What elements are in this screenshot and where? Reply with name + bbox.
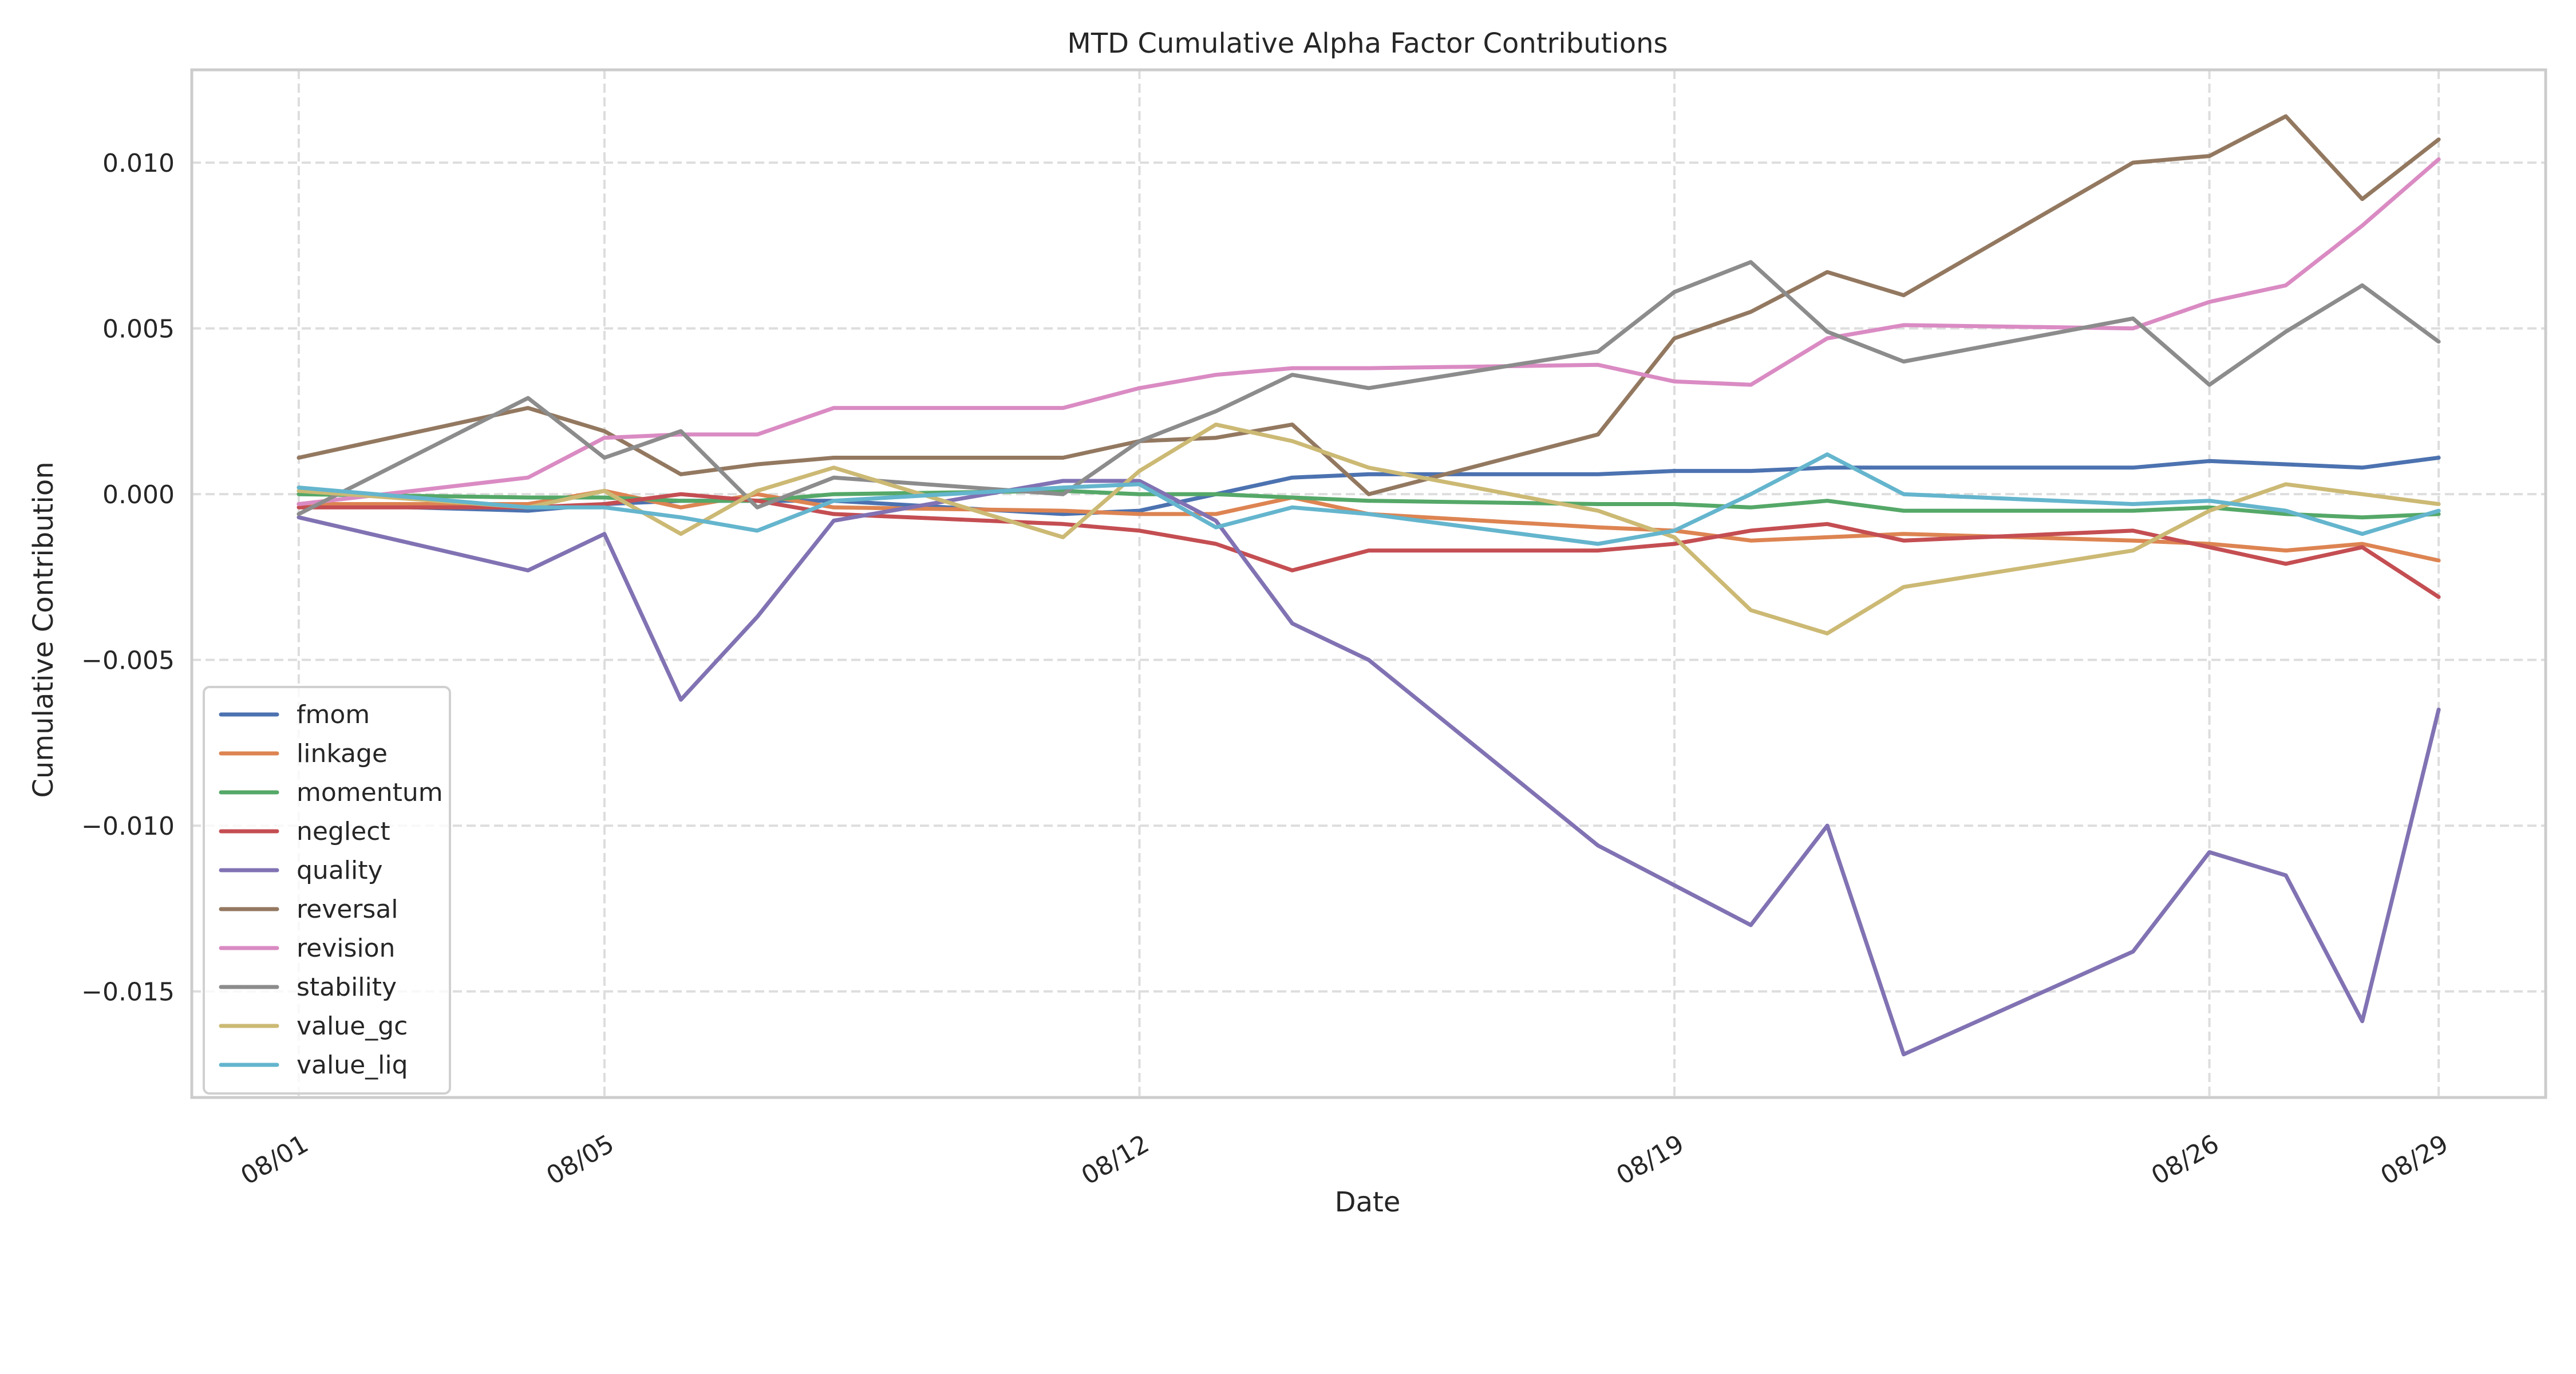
series-line-momentum xyxy=(297,488,2441,520)
legend: fmom linkage momentum neglect quality reversa… xyxy=(203,686,451,1095)
y-ticks: 0.010 0.005 0.000 −0.005 −0.010 −0.015 xyxy=(81,149,175,1007)
legend-label-stability: stability xyxy=(297,973,397,1002)
x-axis-label: Date xyxy=(1335,1186,1401,1218)
chart-title: MTD Cumulative Alpha Factor Contribution… xyxy=(1067,27,1668,60)
legend-label-reversal: reversal xyxy=(297,895,398,924)
legend-label-fmom: fmom xyxy=(297,700,370,729)
series-line-value_liq xyxy=(297,452,2441,546)
legend-label-value_liq: value_liq xyxy=(297,1051,408,1080)
series-layer xyxy=(297,114,2441,1057)
series-line-reversal xyxy=(297,114,2441,496)
y-tick-label: −0.015 xyxy=(81,978,175,1007)
series-line-neglect xyxy=(297,492,2441,599)
y-tick-label: 0.010 xyxy=(102,149,175,178)
legend-label-revision: revision xyxy=(297,934,395,963)
legend-label-quality: quality xyxy=(297,856,383,885)
y-axis-label: Cumulative Contribution xyxy=(27,461,60,797)
series-line-revision xyxy=(297,157,2441,506)
series-line-quality xyxy=(297,479,2441,1057)
series-line-stability xyxy=(297,260,2441,516)
plot-frame xyxy=(190,68,2547,1099)
legend-label-momentum: momentum xyxy=(297,778,443,807)
legend-box xyxy=(203,686,451,1095)
y-tick-label: −0.010 xyxy=(81,812,175,841)
y-tick-label: 0.005 xyxy=(102,315,175,344)
y-tick-label: 0.000 xyxy=(102,480,175,510)
series-line-value_gc xyxy=(297,423,2441,635)
legend-label-linkage: linkage xyxy=(297,739,388,768)
legend-label-value_gc: value_gc xyxy=(297,1012,408,1041)
legend-label-neglect: neglect xyxy=(297,817,390,846)
y-tick-label: −0.005 xyxy=(81,646,175,676)
